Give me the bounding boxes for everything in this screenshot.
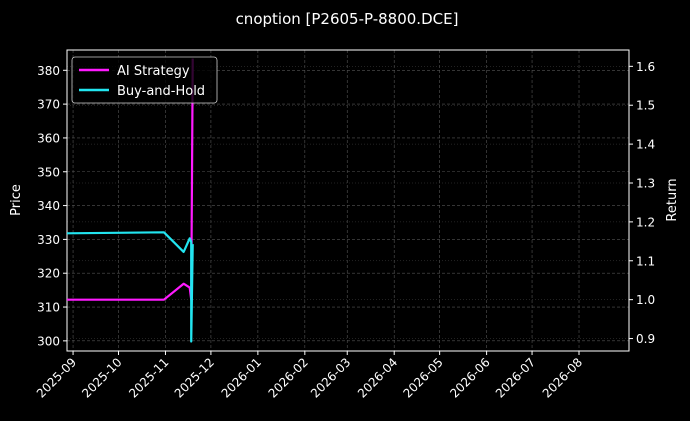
series-layer (66, 58, 194, 343)
y2-tick-label: 1.5 (636, 99, 655, 113)
y-tick-label: 360 (37, 131, 60, 145)
x-tick-label: 2025-10 (79, 355, 124, 400)
y2-axis-label: Return (665, 178, 680, 221)
x-tick-label: 2026-06 (447, 355, 492, 400)
y2-tick-label: 0.9 (636, 332, 655, 346)
x-tick-label: 2025-12 (172, 355, 217, 400)
y-axis-label: Price (9, 184, 24, 216)
y-tick-label: 380 (37, 64, 60, 78)
x-tick-label: 2026-02 (266, 355, 311, 400)
x-tick-label: 2026-05 (400, 355, 445, 400)
y-tick-label: 320 (37, 267, 60, 281)
x-tick-label: 2026-04 (355, 355, 400, 400)
y2-tick-label: 1.4 (636, 138, 655, 152)
y-tick-label: 340 (37, 199, 60, 213)
chart-title: cnoption [P2605-P-8800.DCE] (236, 10, 459, 28)
y-tick-label: 310 (37, 301, 60, 315)
series-line-buy-and-hold (66, 231, 194, 343)
x-tick-label: 2026-01 (219, 355, 264, 400)
y2-tick-label: 1.2 (636, 215, 655, 229)
legend-box (71, 56, 218, 104)
tick-layer: 2025-09 2025-10 2025-11 2025-12 2026-01 2026-… (34, 60, 655, 401)
x-tick-label: 2026-08 (540, 355, 585, 400)
legend-label-ai-strategy: AI Strategy (117, 64, 190, 79)
y2-tick-label: 1.1 (636, 254, 655, 268)
x-tick-label: 2026-03 (308, 355, 353, 400)
y-tick-label: 330 (37, 233, 60, 247)
plot-frame (66, 49, 630, 352)
y-tick-label: 350 (37, 165, 60, 179)
y2-tick-label: 1.6 (636, 60, 655, 74)
grid (67, 50, 629, 351)
legend: AI Strategy Buy-and-Hold (71, 56, 218, 104)
y-tick-label: 300 (37, 334, 60, 348)
x-tick-label: 2025-09 (34, 355, 79, 400)
y2-tick-label: 1.3 (636, 177, 655, 191)
x-tick-label: 2025-11 (126, 355, 171, 400)
x-tick-label: 2026-07 (493, 355, 538, 400)
y-tick-label: 370 (37, 98, 60, 112)
y2-tick-label: 1.0 (636, 293, 655, 307)
legend-label-buy-and-hold: Buy-and-Hold (117, 84, 205, 99)
